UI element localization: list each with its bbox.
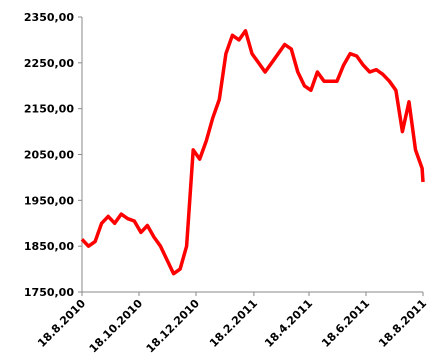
y-tick-label: 1750,00 (24, 286, 74, 299)
y-tick-label: 2150,00 (24, 103, 74, 116)
y-tick-label: 2250,00 (24, 57, 74, 70)
x-tick-label: 18.10.2010 (87, 297, 146, 356)
x-tick-label: 18.12.2010 (144, 297, 203, 356)
x-tick-label: 18.2.2011 (207, 297, 260, 350)
y-tick-label: 2350,00 (24, 11, 74, 24)
x-tick-label: 18.8.2010 (35, 297, 88, 350)
y-tick-label: 1950,00 (24, 194, 74, 207)
y-tick-label: 2050,00 (24, 149, 74, 162)
y-tick-label: 1850,00 (24, 240, 74, 253)
x-tick-label: 18.6.2011 (319, 297, 372, 350)
x-tick-label: 18.8.2011 (376, 297, 427, 350)
x-tick-label: 18.4.2011 (262, 297, 315, 350)
line-series (80, 29, 425, 276)
